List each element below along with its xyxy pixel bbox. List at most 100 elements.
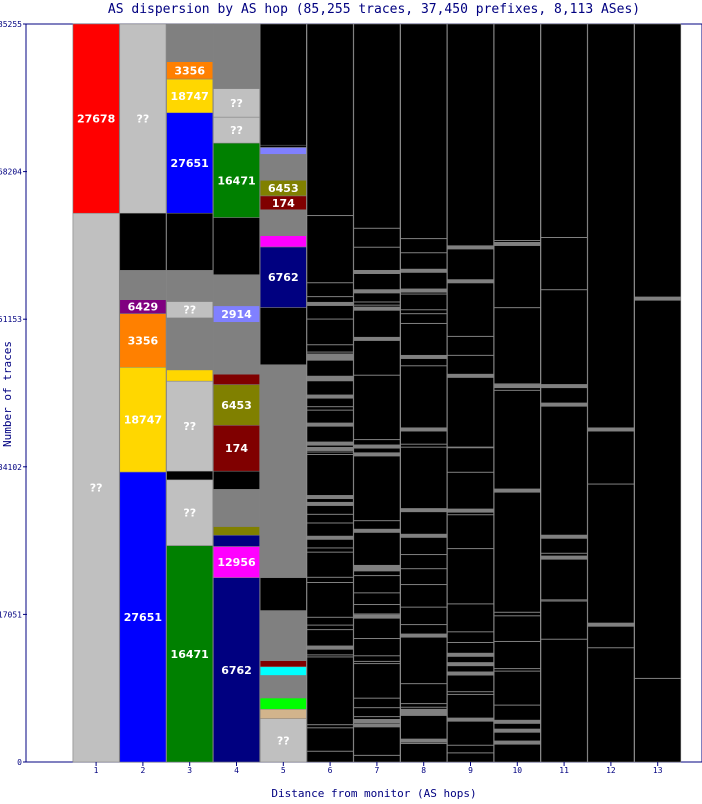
hop-5-segment-none xyxy=(259,307,307,365)
hop-11-minor-as xyxy=(541,600,588,602)
hop-7-minor-as xyxy=(353,613,400,615)
hop-7-minor-as xyxy=(353,567,400,572)
hop-7-minor-as xyxy=(353,655,400,657)
hop-7-minor-as xyxy=(353,604,400,606)
hop-9-minor-as xyxy=(447,514,494,516)
segment-label: 16471 xyxy=(171,648,209,661)
hop-10-minor-as xyxy=(494,384,541,389)
hop-6-minor-as xyxy=(307,353,354,358)
hop-8-minor-as xyxy=(400,633,447,638)
x-tick-label: 6 xyxy=(328,766,333,775)
hop-6-minor-as xyxy=(307,501,354,506)
hop-8-minor-as xyxy=(400,427,447,432)
hop-8-minor-as xyxy=(400,288,447,293)
hop-6-minor-as xyxy=(307,551,354,553)
hop-8-minor-as xyxy=(400,584,447,586)
hop-9-minor-as xyxy=(447,691,494,693)
hop-8-minor-as xyxy=(400,268,447,273)
x-axis-ticks: 1 2 3 4 5 6 7 8 9 10 11 12 13 xyxy=(94,762,663,775)
hop-6-minor-as xyxy=(307,645,354,650)
hop-5-segment-other xyxy=(259,610,307,661)
hop-11-minor-as xyxy=(541,552,588,554)
hop-11-minor-as xyxy=(541,638,588,640)
hop-5-segment-tan xyxy=(259,708,307,719)
segment-label: 174 xyxy=(225,442,248,455)
hop-8-minor-as xyxy=(400,354,447,359)
hop-7-minor-as xyxy=(353,575,400,577)
hop-3-segment-none xyxy=(166,212,214,271)
hop-10-minor-as xyxy=(494,488,541,493)
x-tick-label: 2 xyxy=(140,766,145,775)
hop-10-minor-as xyxy=(494,240,541,242)
hop-4-segment-other xyxy=(213,489,260,527)
hop-4-segment-other xyxy=(213,322,260,375)
hop-12-minor-as xyxy=(587,647,634,649)
x-tick-label: 13 xyxy=(653,766,663,775)
hop-5-segment-other xyxy=(259,364,307,578)
hop-3-segment-none xyxy=(166,470,214,481)
segment-label: ?? xyxy=(183,304,196,317)
hop-8-minor-as xyxy=(400,708,447,713)
hop-3-segment-qq xyxy=(166,380,214,472)
hop-11-minor-as xyxy=(541,402,588,407)
hop-6-minor-as xyxy=(307,495,354,500)
segment-label: 6762 xyxy=(268,271,299,284)
hop-7-minor-as xyxy=(353,270,400,272)
hop-7-minor-as xyxy=(353,304,400,306)
hop-8-minor-as xyxy=(400,322,447,324)
hop-8-minor-as xyxy=(400,533,447,538)
hop-11-minor-as xyxy=(541,534,588,539)
hop-2-segment-none xyxy=(119,212,167,271)
hop-3-segment-qq xyxy=(166,479,214,546)
hop-7-minor-as xyxy=(353,269,400,274)
segment-label: ?? xyxy=(183,507,196,520)
hop-4-segment-qq xyxy=(213,116,260,144)
hop-5-segment-other xyxy=(259,675,307,699)
hop-5-segment-lime xyxy=(259,697,307,710)
hop-6-minor-as xyxy=(307,727,354,729)
segment-label: ?? xyxy=(90,482,103,495)
hop-6-minor-as xyxy=(307,724,354,726)
x-tick-label: 10 xyxy=(512,766,522,775)
hop-4-segment-other xyxy=(213,274,260,307)
hop-4-segment-174 xyxy=(213,373,260,385)
hop-6-minor-as xyxy=(307,422,354,427)
hop-3-segment-other xyxy=(166,270,214,302)
hop-8-minor-as xyxy=(400,568,447,570)
hop-7-minor-as xyxy=(353,660,400,662)
hop-4-segment-none xyxy=(213,470,260,490)
segment-label: 18747 xyxy=(171,90,209,103)
hop-7-minor-as xyxy=(353,592,400,594)
hop-7-minor-as xyxy=(353,564,400,569)
hop-7-minor-as xyxy=(353,452,400,457)
hop-11-minor-as xyxy=(541,384,588,389)
hop-3-segment-18747 xyxy=(166,78,214,114)
hop-9-minor-as xyxy=(447,335,494,337)
hop-10-minor-as xyxy=(494,241,541,246)
hop-6-column xyxy=(306,23,354,763)
hop-4-segment-qq xyxy=(213,88,260,118)
hop-6-minor-as xyxy=(307,576,354,578)
y-tick-label: 17051 xyxy=(0,610,22,619)
x-tick-label: 4 xyxy=(234,766,239,775)
hop-9-minor-as xyxy=(447,693,494,695)
segment-label: ?? xyxy=(183,420,196,433)
segment-label: 12956 xyxy=(217,556,256,569)
hop-12-column xyxy=(587,23,635,763)
hop-11-minor-as xyxy=(541,237,588,239)
hop-7-minor-as xyxy=(353,697,400,699)
hop-4-segment-16471 xyxy=(213,142,260,218)
hop-9-minor-as xyxy=(447,471,494,473)
hop-3-segment-other xyxy=(166,23,214,62)
hop-5-segment-qq xyxy=(259,718,307,763)
segment-label: 6762 xyxy=(221,664,252,677)
hop-6-minor-as xyxy=(307,344,354,346)
x-tick-label: 1 xyxy=(94,766,99,775)
hop-7-minor-as xyxy=(353,306,400,311)
hop-7-minor-as xyxy=(353,520,400,522)
hop-9-minor-as xyxy=(447,671,494,676)
hop-7-minor-as xyxy=(353,707,400,709)
hop-8-minor-as xyxy=(400,446,447,448)
hop-7-column xyxy=(353,23,401,763)
hop-8-minor-as xyxy=(400,238,447,240)
